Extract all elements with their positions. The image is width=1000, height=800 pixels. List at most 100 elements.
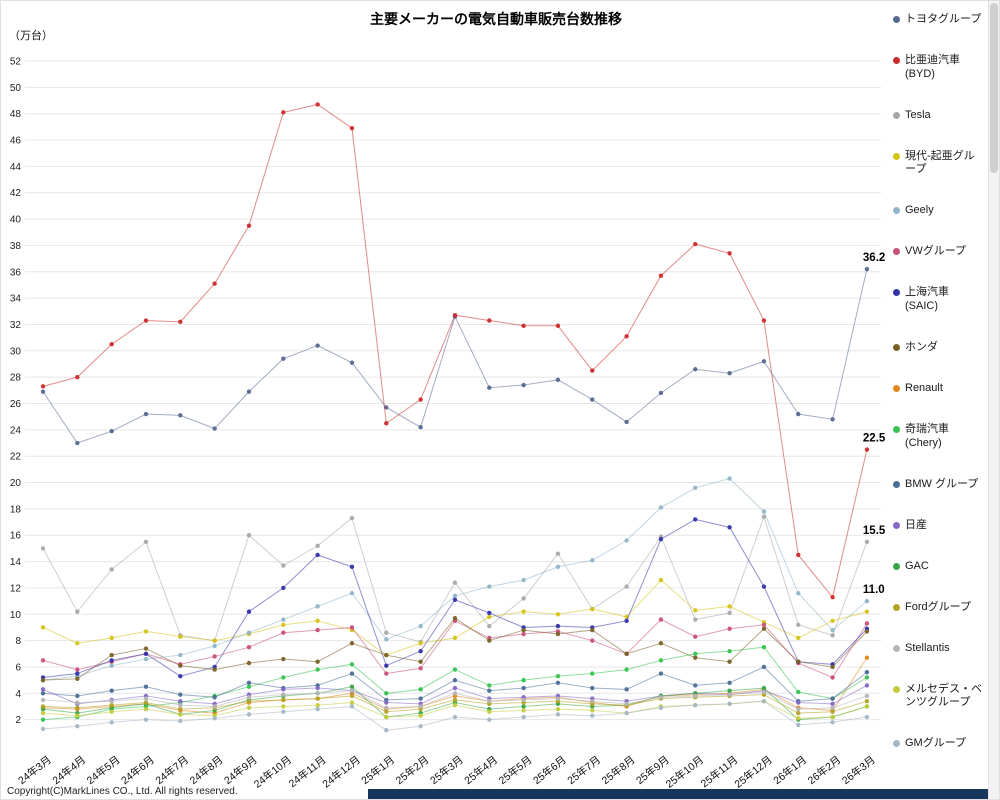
data-point (521, 685, 526, 691)
data-point (75, 374, 80, 380)
data-point (555, 323, 561, 328)
data-point (246, 609, 252, 614)
series-7 (40, 616, 870, 683)
data-point (212, 281, 217, 286)
legend-label: GAC (905, 559, 929, 572)
data-point (761, 688, 767, 693)
legend-marker-icon (893, 207, 900, 215)
data-point (658, 617, 664, 622)
data-point (349, 688, 355, 693)
scrollbar-thumb[interactable] (990, 3, 998, 173)
data-point (246, 533, 252, 538)
data-point (727, 692, 732, 697)
data-point (658, 577, 664, 583)
data-point (143, 629, 149, 634)
data-point (830, 709, 835, 714)
data-point (830, 720, 835, 725)
data-point (178, 700, 183, 705)
data-point (727, 693, 732, 699)
data-point (212, 654, 217, 659)
legend: トヨタグループ 比亜迪汽車 (BYD) Tesla 現代-起亜グループ Geely VWグ… (893, 13, 985, 751)
legend-label: GMグループ (905, 737, 967, 750)
x-tick-label: 25年1月 (359, 753, 397, 787)
endpoint-label: 11.0 (863, 584, 885, 596)
data-point (246, 630, 252, 635)
data-point (521, 677, 526, 683)
data-point (761, 685, 767, 691)
data-point (40, 658, 46, 663)
data-point (658, 641, 664, 646)
data-point (40, 675, 46, 680)
data-point (761, 687, 767, 692)
data-point (658, 390, 664, 396)
x-tick-label: 25年2月 (393, 753, 431, 787)
series-line (42, 684, 868, 705)
x-tick-label: 25年12月 (732, 753, 775, 791)
data-point (178, 663, 183, 668)
y-tick-label: 44 (10, 162, 22, 173)
data-point (487, 717, 492, 722)
data-point (246, 389, 252, 394)
data-point (109, 659, 114, 664)
legend-marker-icon (893, 344, 900, 352)
legend-item-9: 奇瑞汽車 (Chery) (893, 423, 985, 451)
y-tick-label: 20 (10, 478, 22, 489)
data-point (864, 266, 870, 272)
data-point (418, 706, 423, 712)
legend-item-16: GMグループ (893, 737, 985, 751)
data-point (693, 702, 698, 708)
scrollbar-track[interactable] (988, 1, 999, 799)
legend-marker-icon (893, 480, 900, 488)
x-tick-label: 24年7月 (153, 753, 191, 787)
data-point (830, 627, 835, 633)
data-point (178, 692, 183, 697)
data-point (487, 683, 492, 688)
series-line (42, 700, 868, 719)
data-point (864, 447, 870, 452)
data-point (178, 673, 183, 679)
data-point (487, 614, 492, 620)
data-point (864, 704, 870, 709)
data-point (109, 720, 114, 725)
legend-marker-icon (893, 385, 900, 392)
data-point (727, 251, 732, 256)
data-point (40, 704, 46, 709)
legend-item-10: BMW グループ (893, 478, 985, 492)
data-point (761, 699, 767, 704)
data-point (315, 659, 320, 664)
data-point (830, 594, 835, 600)
y-tick-label: 8 (15, 636, 21, 647)
data-point (761, 584, 767, 589)
data-point (109, 635, 114, 641)
data-point (624, 702, 629, 708)
x-tick-label: 24年8月 (187, 753, 225, 787)
data-point (521, 596, 526, 601)
data-point (143, 701, 149, 707)
data-point (75, 710, 80, 716)
data-point (864, 539, 870, 545)
data-point (452, 597, 458, 602)
data-point (830, 714, 835, 720)
gridlines (25, 60, 881, 721)
data-point (624, 687, 629, 692)
data-point (796, 659, 801, 664)
legend-item-5: VWグループ (893, 245, 985, 259)
data-point (143, 706, 149, 712)
legend-item-7: ホンダ (893, 341, 985, 355)
data-point (452, 700, 458, 705)
data-point (796, 411, 801, 417)
data-point (590, 708, 595, 713)
data-point (143, 701, 149, 707)
data-point (452, 313, 458, 318)
data-point (796, 622, 801, 628)
legend-marker-icon (893, 111, 900, 119)
data-point (761, 509, 767, 514)
data-point (349, 627, 355, 633)
data-point (143, 646, 149, 651)
data-point (315, 667, 320, 672)
data-point (452, 314, 458, 319)
data-point (349, 691, 355, 696)
data-point (487, 318, 492, 323)
data-point (624, 651, 629, 656)
series-line (42, 700, 867, 731)
